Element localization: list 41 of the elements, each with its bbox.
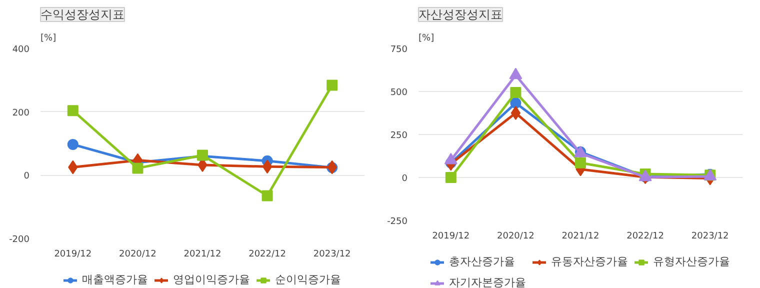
legend-label: 유동자산증가율 xyxy=(551,254,628,269)
legend-label: 영업이익증가율 xyxy=(173,272,250,287)
y-tick-label: 250 xyxy=(390,131,408,141)
y-tick-label: 0 xyxy=(24,172,30,182)
x-tick-label: 2022/12 xyxy=(626,232,664,242)
x-tick-label: 2021/12 xyxy=(184,250,222,260)
x-tick-label: 2019/12 xyxy=(54,250,92,260)
x-tick-label: 2022/12 xyxy=(248,250,286,260)
point xyxy=(67,138,78,150)
point xyxy=(67,105,78,116)
chart-title: 자산성장성지표 xyxy=(418,8,502,22)
point xyxy=(575,157,586,168)
y-tick-label: 500 xyxy=(390,88,408,98)
point xyxy=(510,98,522,109)
legend-label: 유형자산증가율 xyxy=(653,254,730,269)
y-axis-title: [%] xyxy=(418,34,434,44)
x-tick-label: 2023/12 xyxy=(691,232,729,242)
y-tick-label: 750 xyxy=(390,45,408,55)
x-tick-label: 2023/12 xyxy=(313,250,351,260)
point xyxy=(132,162,144,174)
y-tick-label: -200 xyxy=(9,235,30,245)
point xyxy=(262,190,273,202)
point xyxy=(262,160,272,174)
y-tick-label: 400 xyxy=(12,45,30,55)
legend-label: 자기자본증가율 xyxy=(449,275,526,288)
legend-label: 매출액증가율 xyxy=(82,272,148,287)
chart-title: 수익성장성지표 xyxy=(40,8,124,22)
y-tick-label: 0 xyxy=(402,174,408,184)
point xyxy=(510,87,522,98)
y-tick-label: 200 xyxy=(12,108,30,118)
legend-label: 총자산증가율 xyxy=(449,254,515,269)
x-tick-label: 2019/12 xyxy=(432,232,470,242)
point xyxy=(326,80,338,91)
legend-label: 순이익증가율 xyxy=(275,272,341,287)
x-tick-label: 2020/12 xyxy=(497,232,534,242)
x-tick-label: 2020/12 xyxy=(119,250,156,260)
y-tick-label: -250 xyxy=(387,217,408,227)
point xyxy=(445,172,456,183)
x-tick-label: 2021/12 xyxy=(562,232,600,242)
point xyxy=(510,106,521,120)
y-axis-title: [%] xyxy=(40,34,56,44)
